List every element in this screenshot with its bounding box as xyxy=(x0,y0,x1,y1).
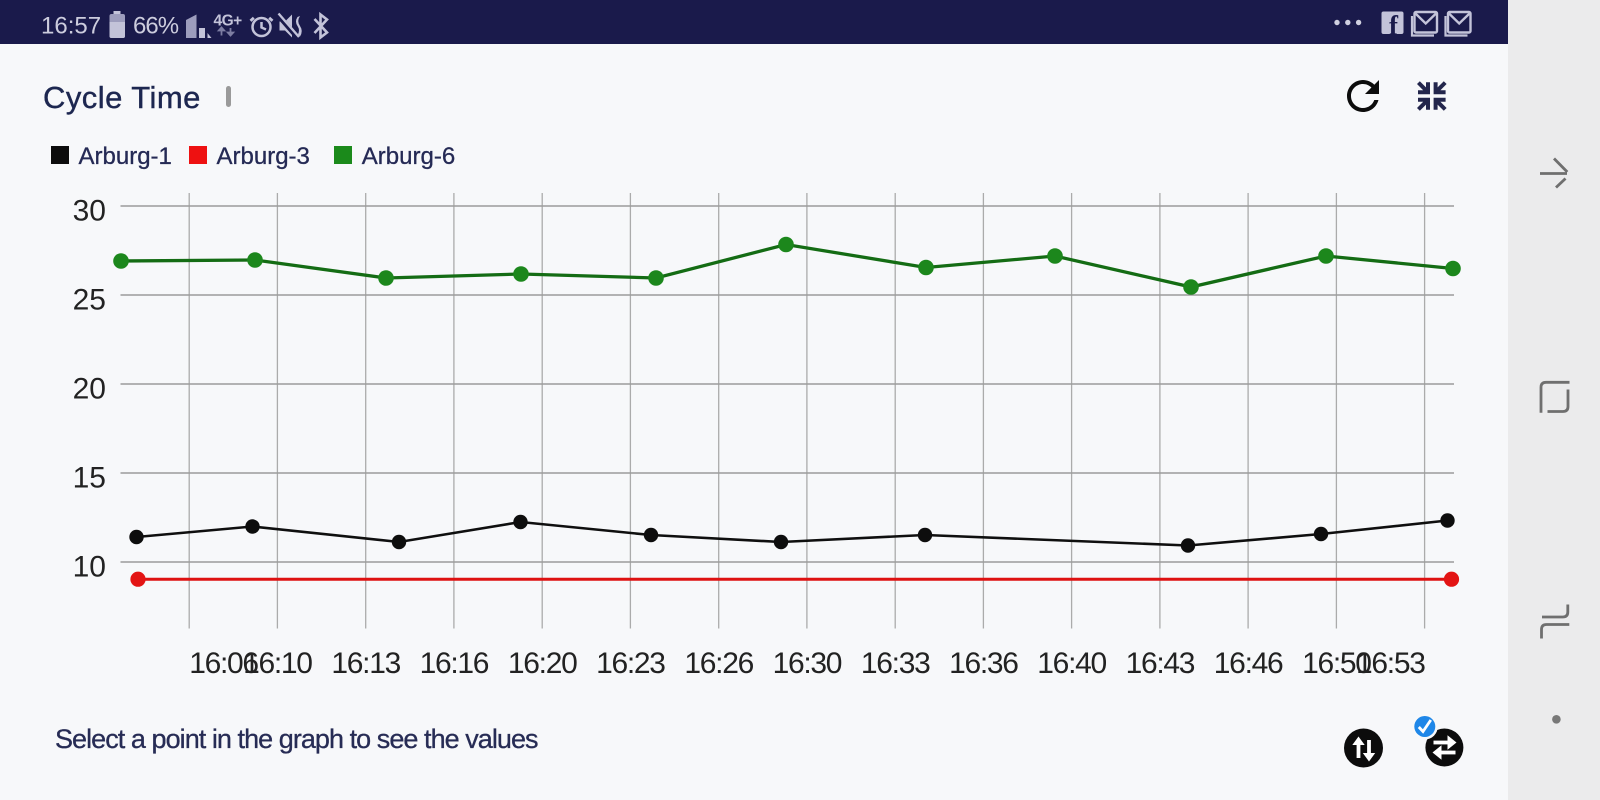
svg-text:16:13: 16:13 xyxy=(331,647,400,680)
svg-text:16:50: 16:50 xyxy=(1302,647,1371,680)
svg-text:f: f xyxy=(1389,11,1399,41)
svg-text:10: 10 xyxy=(73,551,106,584)
svg-text:4G+: 4G+ xyxy=(214,13,243,30)
svg-text:16:33: 16:33 xyxy=(861,647,930,680)
svg-text:30: 30 xyxy=(73,195,106,228)
svg-text:16:36: 16:36 xyxy=(949,647,1018,680)
svg-text:16:06: 16:06 xyxy=(189,647,258,680)
svg-text:16:40: 16:40 xyxy=(1037,647,1106,680)
svg-text:20: 20 xyxy=(73,373,106,406)
svg-text:16:16: 16:16 xyxy=(420,647,489,680)
svg-text:16:46: 16:46 xyxy=(1214,647,1283,680)
svg-text:16:30: 16:30 xyxy=(773,647,842,680)
svg-text:16:23: 16:23 xyxy=(596,647,665,680)
svg-text:25: 25 xyxy=(73,284,106,317)
svg-text:66%: 66% xyxy=(133,13,179,40)
svg-text:16:10: 16:10 xyxy=(243,647,312,680)
svg-text:16:20: 16:20 xyxy=(508,647,577,680)
svg-text:16:26: 16:26 xyxy=(684,647,753,680)
svg-text:16:53: 16:53 xyxy=(1356,647,1425,680)
svg-text:16:57: 16:57 xyxy=(41,13,101,40)
svg-text:15: 15 xyxy=(73,462,106,495)
svg-text:16:43: 16:43 xyxy=(1126,647,1195,680)
